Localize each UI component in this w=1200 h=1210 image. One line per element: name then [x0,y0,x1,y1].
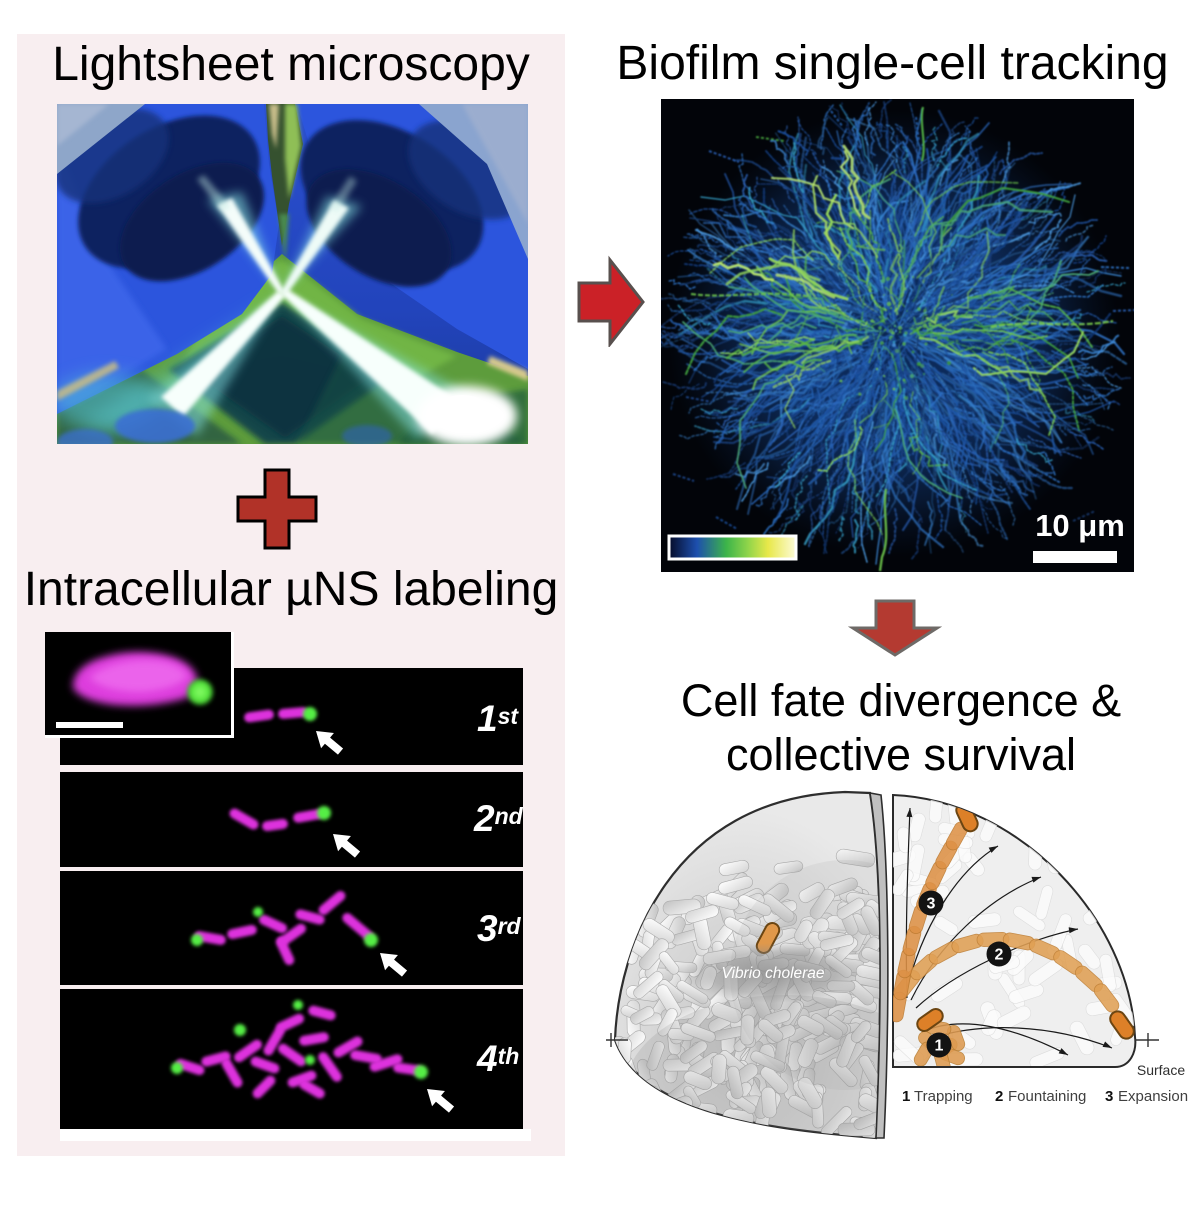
svg-text:10 μm: 10 μm [1035,508,1125,543]
svg-text:Expansion: Expansion [1118,1088,1188,1105]
svg-text:Vibrio cholerae: Vibrio cholerae [721,965,824,982]
svg-text:Fountaining: Fountaining [1008,1088,1086,1105]
svg-text:Trapping: Trapping [914,1088,973,1105]
svg-text:Surface: Surface [1137,1062,1185,1078]
svg-text:2: 2 [995,1088,1003,1105]
svg-text:3: 3 [927,896,936,913]
svg-text:3: 3 [1105,1088,1113,1105]
svg-text:1: 1 [935,1038,944,1055]
svg-text:2: 2 [995,947,1004,964]
svg-text:1: 1 [902,1088,910,1105]
